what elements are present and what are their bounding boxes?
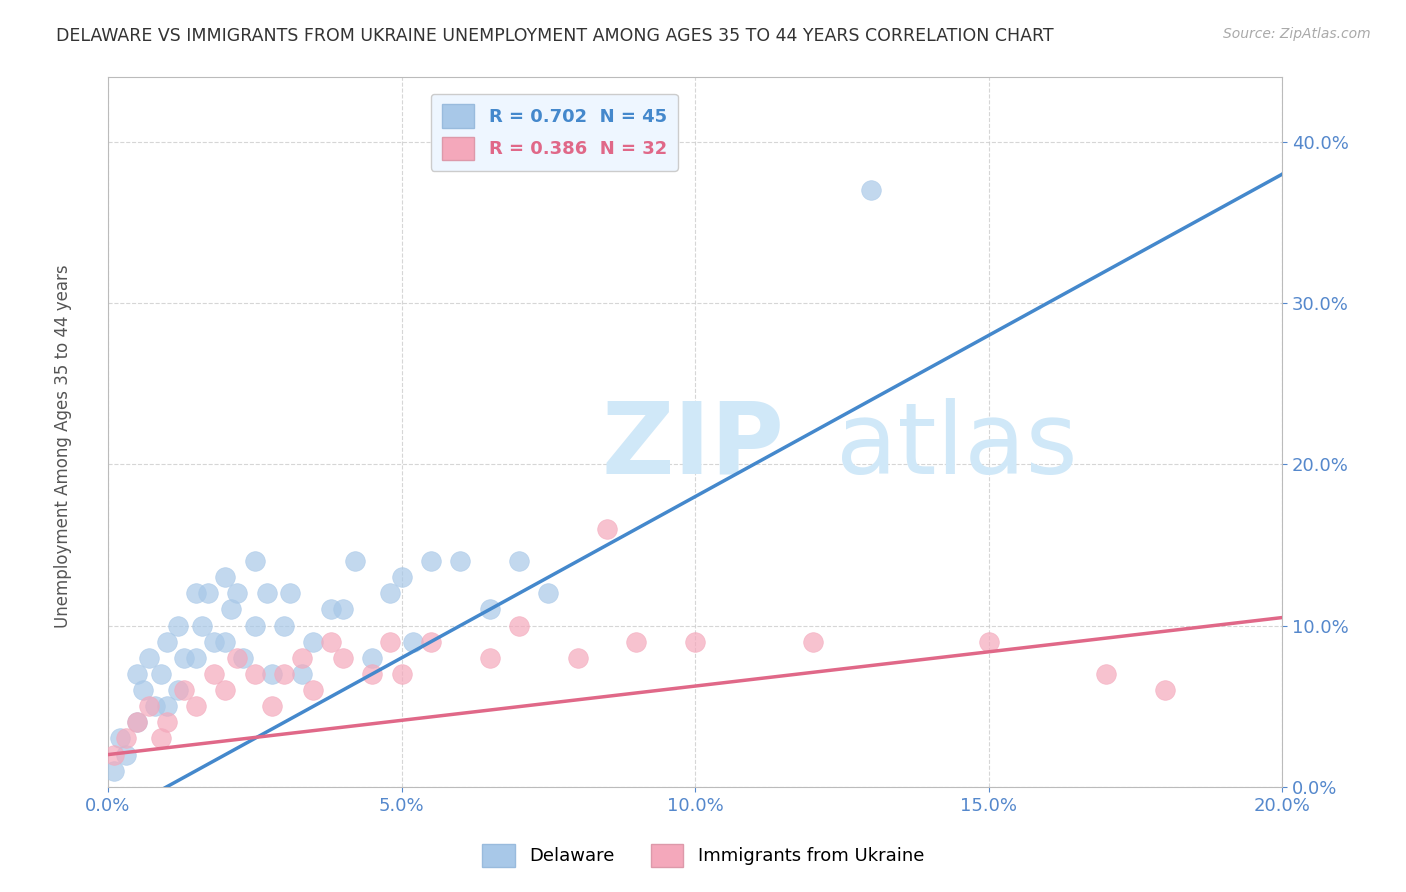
Point — [173, 651, 195, 665]
Point — [801, 634, 824, 648]
Point — [378, 634, 401, 648]
Legend: R = 0.702  N = 45, R = 0.386  N = 32: R = 0.702 N = 45, R = 0.386 N = 32 — [430, 94, 678, 170]
Point — [214, 683, 236, 698]
Point — [232, 651, 254, 665]
Point — [1095, 667, 1118, 681]
Point — [214, 634, 236, 648]
Point — [378, 586, 401, 600]
Point — [332, 602, 354, 616]
Point — [508, 554, 530, 568]
Point — [419, 634, 441, 648]
Point — [127, 715, 149, 730]
Point — [243, 667, 266, 681]
Point — [449, 554, 471, 568]
Point — [567, 651, 589, 665]
Point — [291, 667, 314, 681]
Point — [138, 651, 160, 665]
Legend: Delaware, Immigrants from Ukraine: Delaware, Immigrants from Ukraine — [475, 837, 931, 874]
Point — [202, 634, 225, 648]
Point — [243, 618, 266, 632]
Point — [184, 699, 207, 714]
Point — [184, 651, 207, 665]
Point — [108, 731, 131, 746]
Point — [167, 683, 190, 698]
Text: atlas: atlas — [837, 398, 1077, 495]
Text: Unemployment Among Ages 35 to 44 years: Unemployment Among Ages 35 to 44 years — [55, 264, 72, 628]
Point — [226, 586, 249, 600]
Point — [302, 634, 325, 648]
Point — [860, 183, 883, 197]
Point — [1153, 683, 1175, 698]
Point — [127, 667, 149, 681]
Point — [361, 667, 384, 681]
Point — [302, 683, 325, 698]
Point — [202, 667, 225, 681]
Point — [391, 570, 413, 584]
Point — [402, 634, 425, 648]
Point — [173, 683, 195, 698]
Point — [256, 586, 278, 600]
Point — [391, 667, 413, 681]
Point — [273, 667, 295, 681]
Point — [103, 764, 125, 778]
Text: DELAWARE VS IMMIGRANTS FROM UKRAINE UNEMPLOYMENT AMONG AGES 35 TO 44 YEARS CORRE: DELAWARE VS IMMIGRANTS FROM UKRAINE UNEM… — [56, 27, 1054, 45]
Point — [419, 554, 441, 568]
Point — [127, 715, 149, 730]
Text: Source: ZipAtlas.com: Source: ZipAtlas.com — [1223, 27, 1371, 41]
Point — [343, 554, 366, 568]
Point — [226, 651, 249, 665]
Text: ZIP: ZIP — [602, 398, 785, 495]
Point — [114, 731, 136, 746]
Point — [478, 651, 501, 665]
Point — [184, 586, 207, 600]
Point — [478, 602, 501, 616]
Point — [596, 522, 619, 536]
Point — [291, 651, 314, 665]
Point — [191, 618, 214, 632]
Point — [143, 699, 166, 714]
Point — [132, 683, 155, 698]
Point — [262, 667, 284, 681]
Point — [262, 699, 284, 714]
Point — [138, 699, 160, 714]
Point — [214, 570, 236, 584]
Point — [149, 667, 172, 681]
Point — [103, 747, 125, 762]
Point — [319, 602, 342, 616]
Point — [197, 586, 219, 600]
Point — [361, 651, 384, 665]
Point — [273, 618, 295, 632]
Point — [149, 731, 172, 746]
Point — [219, 602, 242, 616]
Point — [977, 634, 1000, 648]
Point — [156, 699, 179, 714]
Point — [156, 715, 179, 730]
Point — [332, 651, 354, 665]
Point — [508, 618, 530, 632]
Point — [683, 634, 706, 648]
Point — [167, 618, 190, 632]
Point — [156, 634, 179, 648]
Point — [114, 747, 136, 762]
Point — [626, 634, 648, 648]
Point — [537, 586, 560, 600]
Point — [319, 634, 342, 648]
Point — [243, 554, 266, 568]
Point — [278, 586, 301, 600]
